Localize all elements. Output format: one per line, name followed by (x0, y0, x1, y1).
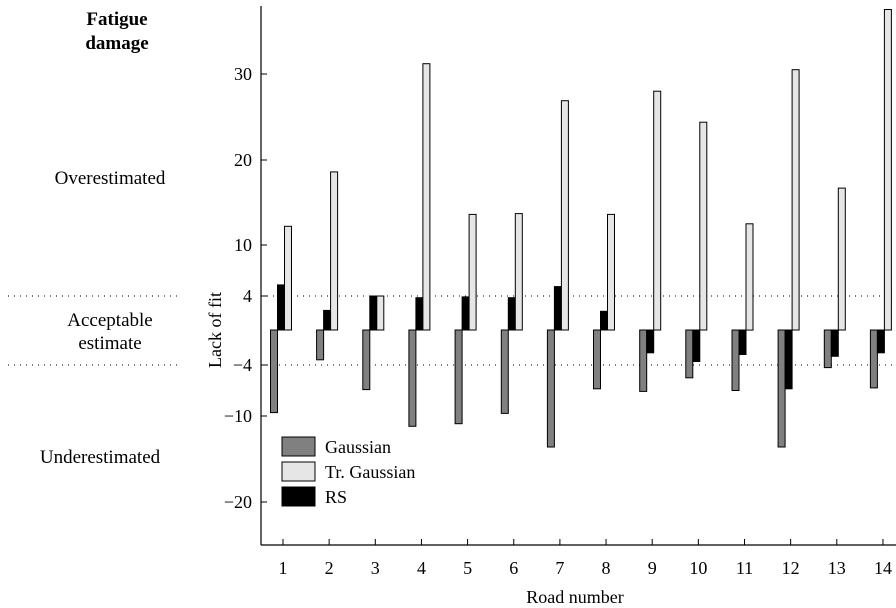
x-tick-label-5: 5 (463, 558, 472, 578)
x-tick-label-3: 3 (371, 558, 380, 578)
label-underestimated: Underestimated (39, 447, 161, 468)
bar-rs-5 (461, 296, 470, 331)
bar-gaussian-1 (270, 329, 278, 414)
y-tick-label-4: 4 (243, 286, 252, 306)
x-tick-label-13: 13 (828, 558, 846, 578)
bar-gaussian-3 (362, 329, 371, 391)
threshold-lines (8, 295, 896, 366)
y-tick-label--4: −4 (233, 355, 252, 375)
bar-gaussian-2 (316, 329, 325, 361)
header-fatigue: Fatigue (86, 9, 148, 30)
bar-tr-gaussian-10 (699, 121, 708, 331)
bar-tr-gaussian-4 (422, 63, 431, 331)
y-tick-label--20: −20 (224, 492, 252, 512)
bar-tr-gaussian-5 (468, 213, 477, 331)
bar-rs-11 (738, 329, 747, 355)
x-tick-label-12: 12 (782, 558, 800, 578)
legend-label-1: Tr. Gaussian (325, 462, 415, 482)
x-tick-label-2: 2 (325, 558, 334, 578)
label-acceptable: Acceptable (67, 310, 153, 331)
y-axis-label: Lack of fit (205, 292, 225, 368)
bar-tr-gaussian-14 (883, 9, 892, 331)
bar-tr-gaussian-12 (791, 69, 800, 331)
bar-rs-6 (507, 297, 516, 331)
bar-gaussian-8 (593, 329, 601, 390)
legend-label-2: RS (325, 487, 347, 507)
legend-swatch-2 (281, 486, 316, 507)
bar-tr-gaussian-2 (330, 171, 339, 331)
y-tick-label-20: 20 (234, 150, 252, 170)
bar-rs-4 (415, 297, 424, 331)
bar-rs-3 (369, 295, 378, 331)
x-tick-label-14: 14 (874, 558, 892, 578)
bar-rs-9 (646, 329, 655, 354)
bar-gaussian-11 (731, 329, 740, 391)
x-tick-label-7: 7 (555, 558, 564, 578)
bar-tr-gaussian-8 (607, 213, 615, 331)
bar-rs-2 (323, 309, 332, 331)
bar-rs-14 (876, 329, 885, 354)
x-tick-label-10: 10 (689, 558, 707, 578)
bar-tr-gaussian-13 (837, 187, 846, 331)
header-damage: damage (85, 33, 149, 54)
bar-rs-1 (277, 284, 285, 331)
bars (270, 9, 892, 448)
bar-tr-gaussian-6 (514, 213, 523, 331)
bar-tr-gaussian-7 (560, 100, 569, 331)
x-tick-label-11: 11 (736, 558, 753, 578)
legend-swatch-1 (281, 461, 316, 482)
x-axis-label: Road number (526, 587, 623, 607)
x-tick-label-1: 1 (279, 558, 288, 578)
bar-tr-gaussian-11 (745, 223, 754, 331)
legend-label-0: Gaussian (325, 437, 391, 457)
legend-swatch-0 (281, 436, 316, 457)
label-estimate: estimate (78, 333, 142, 354)
x-tick-label-8: 8 (602, 558, 611, 578)
y-tick-label-30: 30 (234, 64, 252, 84)
bar-gaussian-4 (408, 329, 417, 427)
bar-tr-gaussian-9 (653, 90, 662, 331)
bar-tr-gaussian-3 (376, 295, 385, 331)
x-tick-label-4: 4 (417, 558, 426, 578)
bar-gaussian-14 (869, 329, 878, 389)
bar-gaussian-9 (639, 329, 648, 392)
bar-rs-8 (600, 310, 608, 331)
label-overestimated: Overestimated (54, 168, 166, 189)
y-tick-label-10: 10 (234, 235, 252, 255)
bar-gaussian-6 (500, 329, 509, 414)
bar-rs-10 (692, 329, 701, 362)
bar-rs-7 (553, 286, 562, 331)
bar-gaussian-12 (777, 329, 786, 448)
legend: Gaussian Tr. Gaussian RS (281, 436, 415, 507)
bar-tr-gaussian-1 (284, 225, 292, 331)
x-tick-label-6: 6 (509, 558, 518, 578)
bar-gaussian-7 (546, 329, 555, 448)
bar-gaussian-5 (454, 329, 463, 425)
bar-rs-12 (784, 329, 793, 390)
x-tick-label-9: 9 (648, 558, 657, 578)
y-tick-label--10: −10 (224, 406, 252, 426)
bar-gaussian-10 (685, 329, 694, 379)
bar-gaussian-13 (823, 329, 832, 369)
bar-rs-13 (830, 329, 839, 357)
